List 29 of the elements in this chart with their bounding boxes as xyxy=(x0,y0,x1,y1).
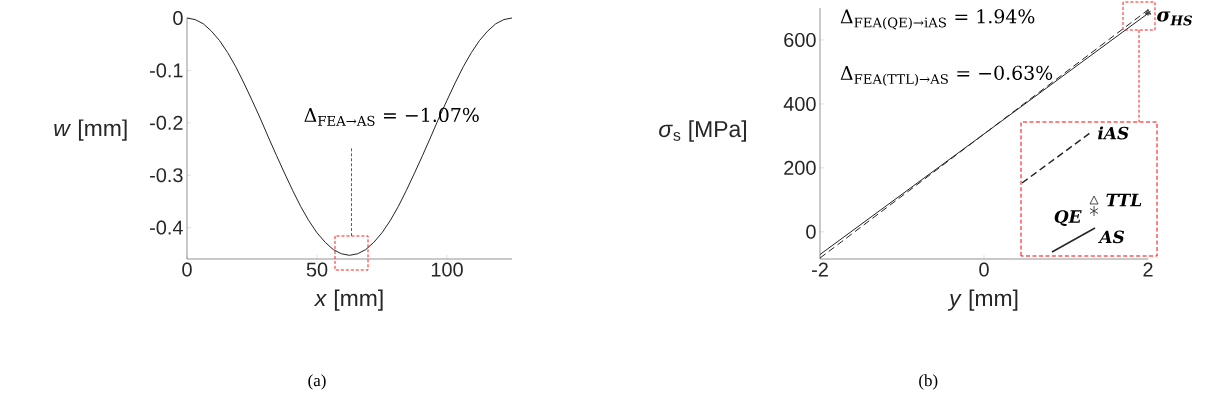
y-tick-label: 400 xyxy=(783,96,816,111)
y-tick-label: -0.1 xyxy=(150,63,183,78)
annotation: Δ$_{FEA(QE)→iAS}$ = 1.94% xyxy=(840,9,1035,30)
y-axis-title: σ$_{s}$ [MPa] xyxy=(659,120,746,142)
annotation: TTL xyxy=(1106,193,1142,207)
y-tick-label: -0.4 xyxy=(150,220,183,235)
x-axis-title: y [mm] xyxy=(947,289,1018,311)
x-tick-label: 0 xyxy=(979,262,989,277)
y-tick-label: 0 xyxy=(806,224,816,239)
y-axis-title: w [mm] xyxy=(54,119,127,141)
y-tick-label: 0 xyxy=(173,10,183,26)
x-tick-label: 2 xyxy=(1143,262,1153,277)
line-series xyxy=(186,17,513,256)
text: (b) xyxy=(919,374,938,390)
annotation: iAS xyxy=(1097,126,1129,140)
annotation: QE xyxy=(1054,210,1082,227)
x-tick-label: 100 xyxy=(431,262,463,277)
annotation: AS xyxy=(1098,230,1125,244)
y-tick-label: 600 xyxy=(784,32,816,48)
y-tick-label: -0.3 xyxy=(150,168,183,183)
x-axis-title: x [mm] xyxy=(313,289,383,311)
x-tick-label: 50 xyxy=(306,262,328,277)
y-tick-label: -0.2 xyxy=(150,115,183,130)
y-tick-label: 200 xyxy=(784,160,816,175)
x-tick-label: -2 xyxy=(812,262,828,277)
annotation: Δ$_{FEA(TTL)→AS}$ = −0.63% xyxy=(840,65,1053,86)
annotation: Δ$_{FEA→AS}$ = −1.07% xyxy=(304,107,479,126)
text: (a) xyxy=(308,374,326,390)
annotation: σ$_{HS}$ xyxy=(1157,11,1193,26)
